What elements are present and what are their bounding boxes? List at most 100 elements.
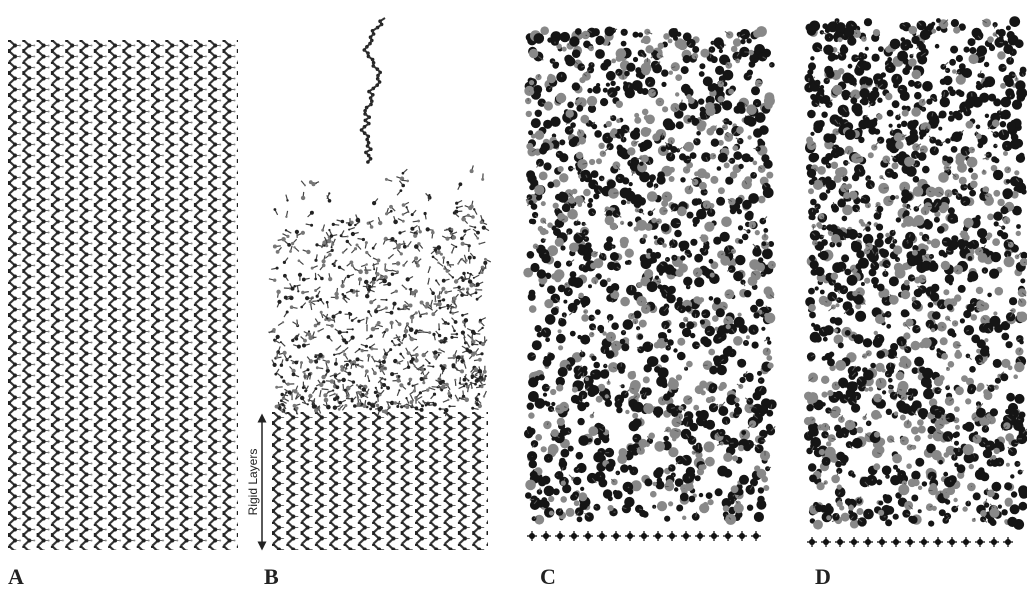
atom — [749, 50, 754, 55]
atom — [928, 302, 934, 308]
atom — [664, 338, 668, 342]
bond — [757, 103, 758, 104]
atom — [417, 220, 420, 223]
atom — [541, 446, 547, 452]
atom — [659, 272, 663, 276]
atom — [971, 173, 978, 180]
atom — [809, 312, 816, 319]
atom — [424, 212, 427, 215]
atom — [689, 496, 696, 503]
atom — [948, 207, 955, 214]
atom — [885, 506, 894, 515]
atom — [291, 339, 294, 342]
atom — [684, 142, 694, 152]
atom — [369, 408, 372, 411]
atom — [882, 390, 886, 394]
atom — [717, 466, 728, 477]
atom — [306, 250, 310, 254]
atom — [936, 348, 940, 352]
atom — [422, 365, 424, 367]
atom — [976, 287, 983, 294]
atom — [824, 78, 830, 84]
atom — [987, 293, 992, 298]
atom — [643, 376, 650, 383]
atom — [389, 205, 393, 209]
atom — [438, 328, 440, 330]
atom — [633, 57, 638, 62]
bond — [899, 390, 902, 391]
atom — [740, 377, 746, 383]
atom — [383, 355, 387, 359]
atom — [722, 100, 732, 110]
atom — [346, 394, 350, 398]
bond — [942, 327, 944, 328]
atom — [476, 282, 480, 286]
atom — [576, 152, 583, 159]
atom — [374, 391, 377, 394]
atom — [582, 366, 588, 372]
atom — [303, 339, 307, 343]
atom — [462, 272, 465, 275]
atom — [471, 352, 475, 356]
atom — [535, 376, 540, 381]
atom — [1005, 500, 1012, 507]
atom — [481, 342, 485, 346]
atom — [534, 185, 544, 195]
atom — [836, 452, 845, 461]
atom — [605, 27, 615, 37]
atom — [398, 336, 400, 338]
bond — [605, 365, 606, 366]
atom — [452, 235, 456, 239]
atom — [304, 390, 307, 393]
atom — [810, 94, 816, 100]
atom — [620, 237, 629, 246]
bond — [929, 490, 933, 491]
atom — [821, 157, 829, 165]
atom — [985, 114, 989, 118]
bond — [825, 302, 827, 303]
atom — [291, 287, 295, 291]
atom — [626, 63, 635, 72]
atom — [821, 112, 827, 118]
atom — [885, 519, 892, 526]
atom — [991, 460, 998, 467]
atom — [695, 475, 701, 481]
atom — [621, 200, 626, 205]
atom — [652, 133, 660, 141]
atom — [871, 410, 881, 420]
atom — [367, 402, 371, 406]
atom — [376, 272, 380, 276]
atom — [842, 94, 849, 101]
atom — [364, 281, 367, 284]
atom — [372, 201, 376, 205]
atom — [952, 132, 963, 143]
atom — [914, 92, 922, 100]
atom — [291, 242, 294, 245]
atom — [452, 363, 456, 367]
atom — [309, 300, 312, 303]
atom — [332, 223, 335, 226]
atom — [384, 331, 386, 333]
atom — [293, 389, 297, 393]
atom — [584, 402, 590, 408]
bond — [540, 488, 541, 492]
atom — [735, 255, 745, 265]
atom — [541, 201, 546, 206]
atom — [668, 447, 678, 457]
atom — [290, 305, 294, 309]
atom — [525, 480, 536, 491]
atom — [680, 177, 685, 182]
atom — [557, 418, 565, 426]
atom — [708, 349, 715, 356]
atom — [650, 491, 657, 498]
atom — [373, 268, 375, 270]
atom — [356, 294, 359, 297]
atom — [335, 348, 337, 350]
atom — [327, 360, 330, 363]
atom — [272, 328, 276, 332]
atom — [1020, 278, 1025, 283]
atom — [692, 198, 699, 205]
atom — [868, 152, 874, 158]
atom — [343, 353, 346, 356]
atom — [572, 136, 579, 143]
